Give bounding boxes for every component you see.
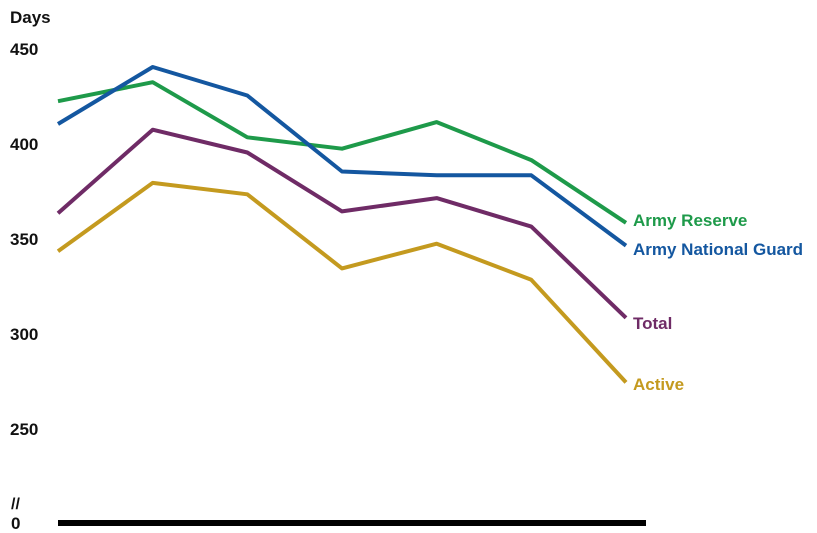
y-tick-250: 250 xyxy=(10,420,38,439)
y-tick-350: 350 xyxy=(10,230,38,249)
y-tick-300: 300 xyxy=(10,325,38,344)
series-line-active xyxy=(56,180,628,384)
y-axis-label: Days xyxy=(10,8,51,27)
series-label-army-reserve: Army Reserve xyxy=(633,211,747,230)
series-label-army-national-guard: Army National Guard xyxy=(633,240,803,259)
y-tick-0: 0 xyxy=(11,514,20,533)
y-tick-450: 450 xyxy=(10,40,38,59)
series-line-army-reserve xyxy=(57,80,628,225)
axis-break-mark: // xyxy=(11,496,20,513)
series-label-total: Total xyxy=(633,314,672,333)
series-group: Army Reserve Army National Guard Total Acti… xyxy=(56,65,803,394)
series-label-active: Active xyxy=(633,375,684,394)
series-line-total xyxy=(56,127,628,320)
series-line-army-national-guard xyxy=(56,65,628,248)
y-tick-400: 400 xyxy=(10,135,38,154)
